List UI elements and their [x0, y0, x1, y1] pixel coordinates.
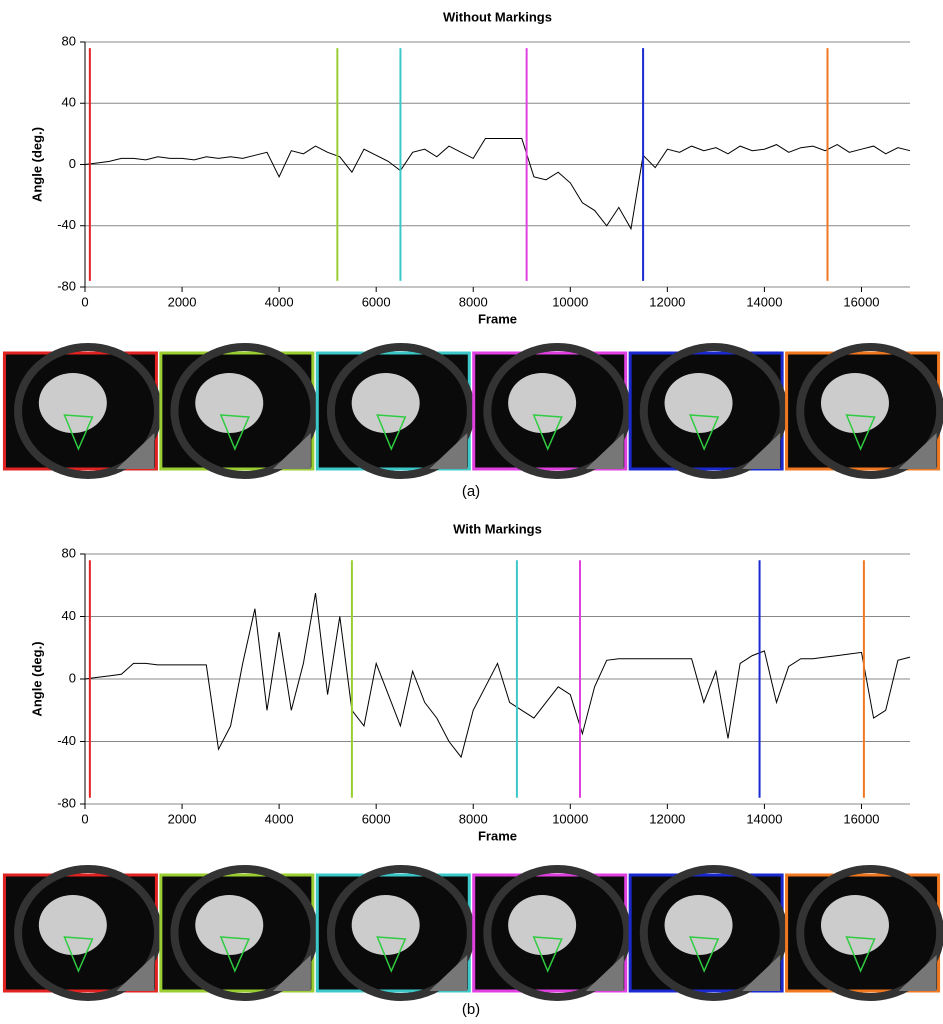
thumbnail-triangle [63, 936, 94, 973]
thumbnail-animal [195, 895, 264, 955]
thumbnail-triangle [688, 414, 720, 451]
x-tick-label: 2000 [168, 294, 197, 309]
x-tick-label: 12000 [649, 294, 685, 309]
y-axis-label: Angle (deg.) [29, 127, 44, 202]
thumbnail-animal [820, 373, 889, 433]
y-tick-label: -40 [57, 217, 76, 232]
y-axis-label: Angle (deg.) [29, 641, 44, 716]
thumbnail-wall [429, 955, 468, 991]
thumbnail-animal [351, 373, 420, 433]
thumbnail-wall [429, 433, 468, 469]
thumbnail-triangle [845, 936, 876, 973]
thumbnail-arc [14, 865, 163, 1001]
thumbnail-arc [170, 865, 319, 1001]
thumbnail-wall [116, 955, 155, 991]
thumbnail-wall [585, 955, 624, 991]
x-axis-label: Frame [478, 311, 517, 326]
data-line [84, 593, 911, 759]
thumbnail-arc [483, 865, 632, 1001]
data-line [84, 138, 911, 231]
x-tick-label: 10000 [552, 294, 588, 309]
thumbnail-wall [898, 955, 937, 991]
x-tick-label: 6000 [362, 294, 391, 309]
y-tick-label: 80 [62, 545, 76, 560]
thumbnail-triangle [376, 936, 407, 973]
thumbnail-animal [508, 895, 577, 955]
thumbnail-wall [272, 955, 311, 991]
thumbnail-animal [195, 373, 264, 433]
x-tick-label: 0 [81, 294, 88, 309]
y-tick-label: 80 [62, 33, 76, 48]
y-tick-label: 40 [62, 95, 76, 110]
thumbnail-animal [664, 895, 733, 955]
x-tick-label: 4000 [265, 294, 294, 309]
x-tick-label: 0 [81, 811, 88, 826]
thumbnail-arc [326, 865, 475, 1001]
y-tick-label: 0 [69, 670, 76, 685]
y-tick-label: 0 [69, 156, 76, 171]
x-tick-label: 6000 [362, 811, 391, 826]
thumbnail-arc [14, 343, 163, 479]
thumbnail-arc [639, 343, 788, 479]
x-tick-label: 10000 [552, 811, 588, 826]
x-tick-label: 14000 [746, 811, 782, 826]
thumbnail-triangle [532, 936, 563, 973]
y-tick-label: 40 [62, 608, 76, 623]
caption: (a) [462, 483, 480, 500]
thumbnail-triangle [845, 414, 876, 451]
x-tick-label: 8000 [459, 294, 488, 309]
thumbnail-triangle [219, 936, 250, 973]
x-tick-label: 14000 [746, 294, 782, 309]
x-tick-label: 16000 [843, 811, 879, 826]
thumbnail-animal [351, 895, 420, 955]
thumbnail-triangle [532, 414, 563, 451]
x-tick-label: 16000 [843, 294, 879, 309]
chart-title: With Markings [453, 521, 542, 536]
thumbnail-animal [508, 373, 577, 433]
thumbnail-wall [585, 433, 624, 469]
x-axis-label: Frame [478, 828, 517, 843]
thumbnail-wall [742, 955, 781, 991]
thumbnail-arc [639, 865, 788, 1001]
thumbnail-arc [170, 343, 319, 479]
thumbnail-wall [742, 433, 781, 469]
y-tick-label: -40 [57, 733, 76, 748]
thumbnail-arc [796, 865, 943, 1001]
thumbnail-arc [483, 343, 632, 479]
thumbnail-wall [272, 433, 311, 469]
thumbnail-triangle [376, 414, 407, 451]
caption: (b) [462, 1001, 480, 1018]
x-tick-label: 4000 [265, 811, 294, 826]
thumbnail-animal [38, 373, 107, 433]
thumbnail-arc [326, 343, 475, 479]
x-tick-label: 2000 [168, 811, 197, 826]
thumbnail-animal [664, 373, 733, 433]
thumbnail-wall [898, 433, 937, 469]
thumbnail-animal [820, 895, 889, 955]
thumbnail-arc [796, 343, 943, 479]
thumbnail-triangle [688, 936, 720, 973]
thumbnail-wall [116, 433, 155, 469]
chart-title: Without Markings [443, 9, 552, 24]
x-tick-label: 12000 [649, 811, 685, 826]
y-tick-label: -80 [57, 278, 76, 293]
thumbnail-triangle [63, 414, 94, 451]
thumbnail-animal [38, 895, 107, 955]
y-tick-label: -80 [57, 795, 76, 810]
thumbnail-triangle [219, 414, 250, 451]
x-tick-label: 8000 [459, 811, 488, 826]
